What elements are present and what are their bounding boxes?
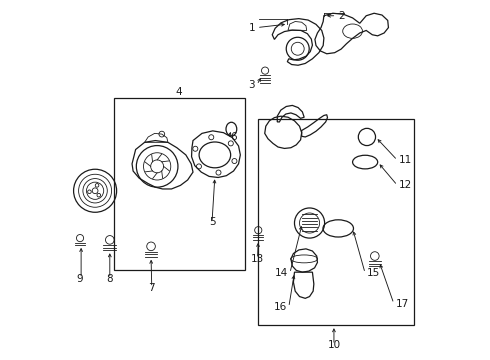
Text: 6: 6 [231, 132, 237, 142]
Text: 16: 16 [274, 302, 287, 312]
Text: 1: 1 [248, 23, 255, 33]
Text: 9: 9 [77, 274, 83, 284]
Text: 10: 10 [327, 340, 341, 350]
Text: 11: 11 [399, 155, 413, 165]
Text: 5: 5 [209, 217, 216, 227]
Text: 4: 4 [175, 87, 182, 97]
Text: 13: 13 [251, 254, 264, 264]
Text: 15: 15 [367, 268, 380, 278]
Text: 8: 8 [106, 274, 113, 284]
Text: 12: 12 [399, 180, 413, 190]
Bar [258, 119, 414, 325]
Text: 3: 3 [248, 80, 255, 90]
Text: 7: 7 [148, 283, 155, 293]
Bar [114, 98, 245, 270]
Text: 2: 2 [338, 11, 345, 21]
Text: 17: 17 [395, 299, 409, 309]
Text: 14: 14 [275, 268, 288, 278]
